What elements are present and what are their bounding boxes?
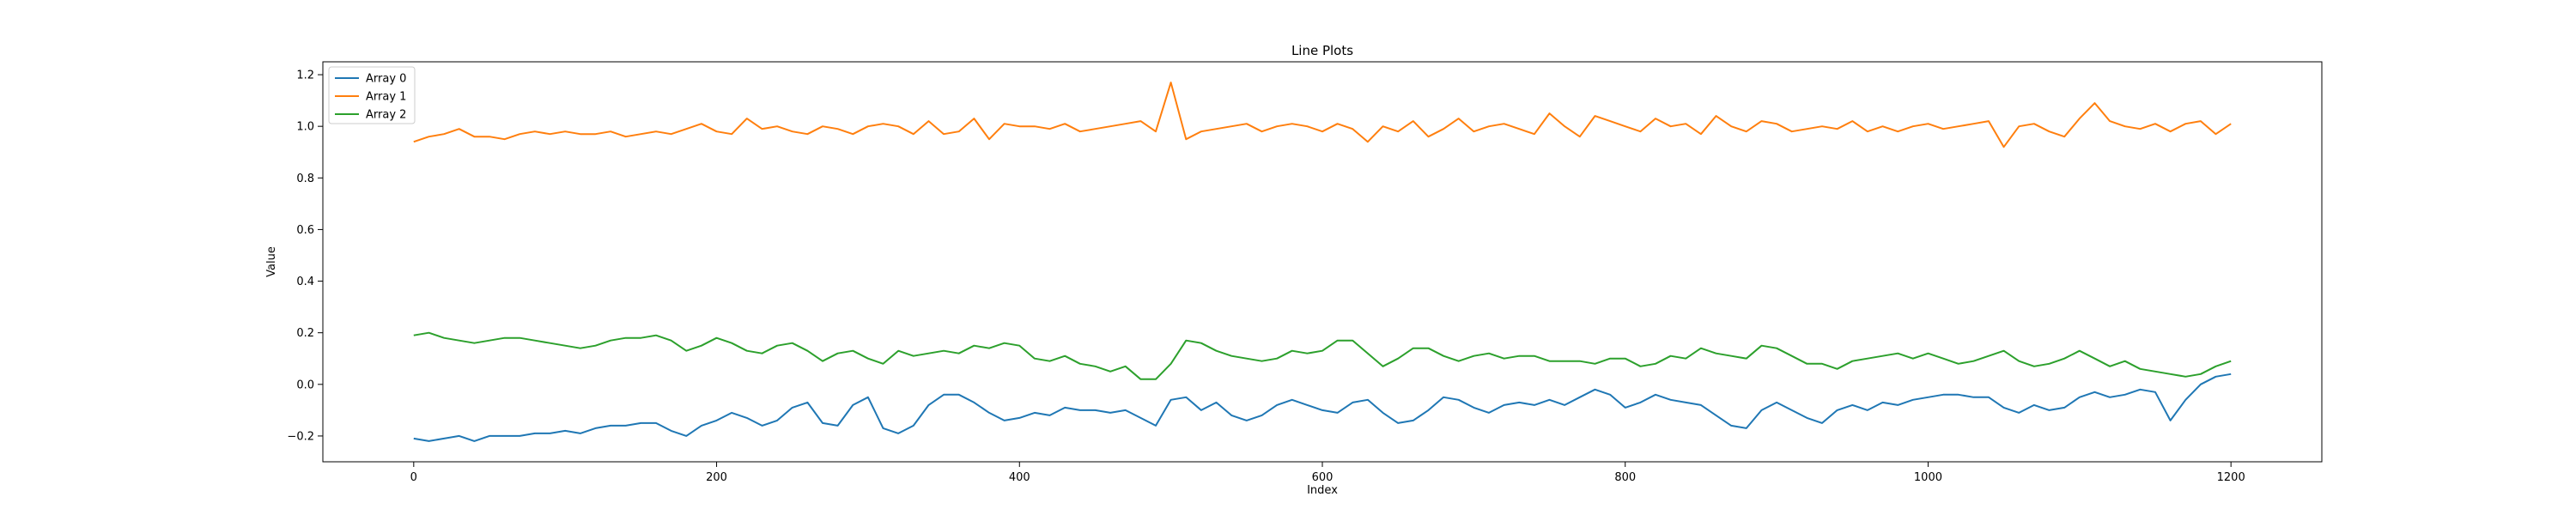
y-axis-label: Value — [265, 246, 278, 277]
y-tick-label: 0.4 — [296, 276, 314, 288]
series-line-array-0 — [413, 373, 2232, 442]
x-tick-label: 800 — [1614, 471, 1636, 484]
plot-area — [413, 82, 2232, 442]
legend: Array 0 Array 1 Array 2 — [328, 66, 416, 124]
y-tick-label: 0.6 — [296, 224, 314, 237]
x-tick-label: 0 — [410, 471, 417, 484]
y-tick-label: 0.2 — [296, 327, 314, 340]
y-tick-label: −0.2 — [287, 430, 314, 443]
x-tick-label: 200 — [706, 471, 727, 484]
legend-label-array-2: Array 2 — [366, 109, 406, 122]
y-tick-label: 0.0 — [296, 379, 314, 391]
chart-title: Line Plots — [1291, 43, 1353, 58]
legend-box — [328, 66, 416, 124]
x-axis-label: Index — [1307, 484, 1338, 497]
y-tick-label: 1.2 — [296, 70, 314, 82]
x-tick-label: 600 — [1312, 471, 1334, 484]
x-tick-label: 400 — [1009, 471, 1030, 484]
y-tick-label: 1.0 — [296, 121, 314, 134]
y-tick-label: 0.8 — [296, 173, 314, 185]
x-tick-label: 1000 — [1914, 471, 1942, 484]
series-line-array-2 — [413, 331, 2232, 380]
legend-label-array-0: Array 0 — [366, 73, 406, 86]
x-tick-label: 1200 — [2217, 471, 2245, 484]
series-line-array-1 — [413, 82, 2232, 148]
legend-label-array-1: Array 1 — [366, 91, 406, 104]
axis-ticks: 0 200 400 600 800 1000 1200 −0.2 0.0 0.2 0.4 0.6 0.8… — [287, 70, 2245, 484]
